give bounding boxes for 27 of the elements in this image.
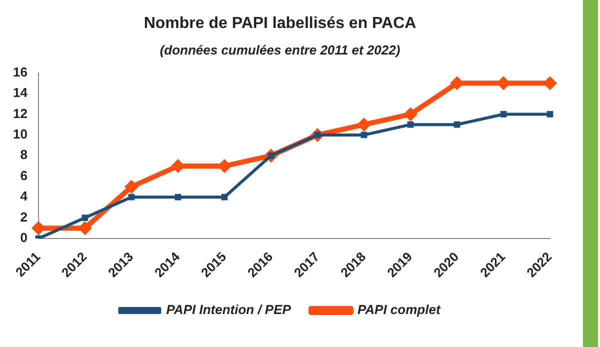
y-tick-label: 12 xyxy=(12,106,28,121)
legend-label: PAPI complet xyxy=(357,302,441,318)
y-tick-label: 14 xyxy=(12,85,28,100)
point xyxy=(82,214,88,221)
point xyxy=(450,76,464,90)
point xyxy=(543,76,557,90)
y-tick-label: 16 xyxy=(12,64,28,80)
y-tick-label: 8 xyxy=(20,147,28,162)
y-tick-label: 4 xyxy=(20,188,28,204)
point xyxy=(124,180,138,194)
y-tick-label: 0 xyxy=(20,230,28,246)
point xyxy=(31,221,46,236)
point xyxy=(403,107,418,122)
point xyxy=(174,194,182,200)
point xyxy=(500,111,507,118)
chart-title: Nombre de PAPI labellisés en PACA xyxy=(144,15,417,32)
chart-subtitle: (données cumulées entre 2011 et 2022) xyxy=(160,42,400,58)
y-tick-label: 6 xyxy=(20,168,28,183)
point xyxy=(128,194,135,200)
point xyxy=(454,121,460,128)
legend-label: PAPI Intention / PEP xyxy=(166,302,292,318)
y-tick-label: 2 xyxy=(20,209,28,224)
point xyxy=(407,121,414,128)
y-tick-label: 10 xyxy=(12,126,28,142)
point xyxy=(221,194,228,200)
point xyxy=(356,118,371,132)
point xyxy=(546,111,554,118)
